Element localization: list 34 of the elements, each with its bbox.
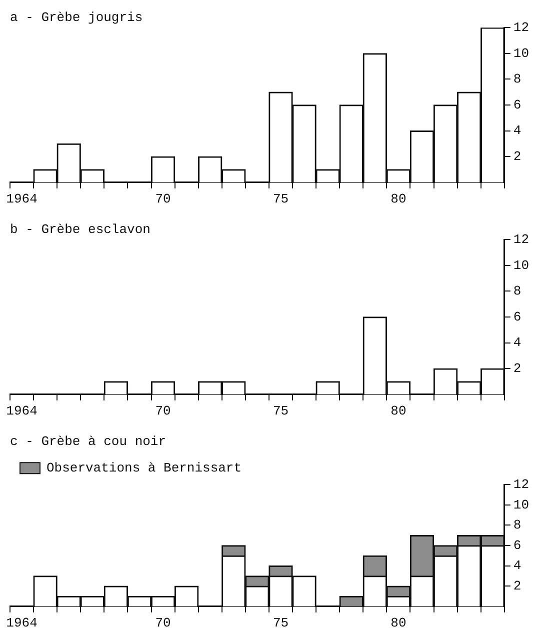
x-tick-label: 70 <box>155 616 171 631</box>
y-tick-label: 4 <box>513 335 522 350</box>
x-tick-label: 1964 <box>6 192 38 207</box>
chart-title: b - Grèbe esclavon <box>10 222 150 238</box>
y-tick-label: 10 <box>513 258 530 273</box>
x-tick-label: 80 <box>390 404 406 419</box>
x-tick-label: 70 <box>155 404 171 419</box>
y-tick-label: 8 <box>513 72 522 87</box>
y-tick-label: 6 <box>513 309 522 324</box>
y-tick-label: 12 <box>513 232 530 248</box>
x-tick-label: 75 <box>272 192 289 207</box>
y-tick-label: 4 <box>513 558 522 574</box>
x-tick-label: 1964 <box>6 616 38 631</box>
x-tick-label: 1964 <box>6 404 38 419</box>
y-tick-label: 2 <box>513 149 522 164</box>
x-tick-label: 75 <box>272 616 289 631</box>
y-tick-label: 2 <box>513 578 522 594</box>
legend-label: Observations à Bernissart <box>46 460 242 476</box>
x-tick-label: 75 <box>272 404 289 419</box>
y-tick-label: 2 <box>513 361 522 376</box>
y-tick-label: 6 <box>513 538 522 553</box>
y-tick-label: 8 <box>513 284 522 299</box>
y-tick-label: 4 <box>513 123 522 138</box>
chart-title: a - Grèbe jougris <box>10 10 143 26</box>
chart-title: c - Grèbe à cou noir <box>10 434 166 450</box>
y-tick-label: 10 <box>513 497 530 512</box>
y-tick-label: 6 <box>513 97 522 112</box>
y-tick-label: 8 <box>513 518 522 533</box>
y-tick-label: 10 <box>513 46 530 61</box>
x-tick-label: 70 <box>155 192 171 207</box>
y-tick-label: 12 <box>513 477 530 492</box>
x-tick-label: 80 <box>390 192 406 207</box>
y-tick-label: 12 <box>513 20 530 36</box>
x-tick-label: 80 <box>390 616 406 631</box>
